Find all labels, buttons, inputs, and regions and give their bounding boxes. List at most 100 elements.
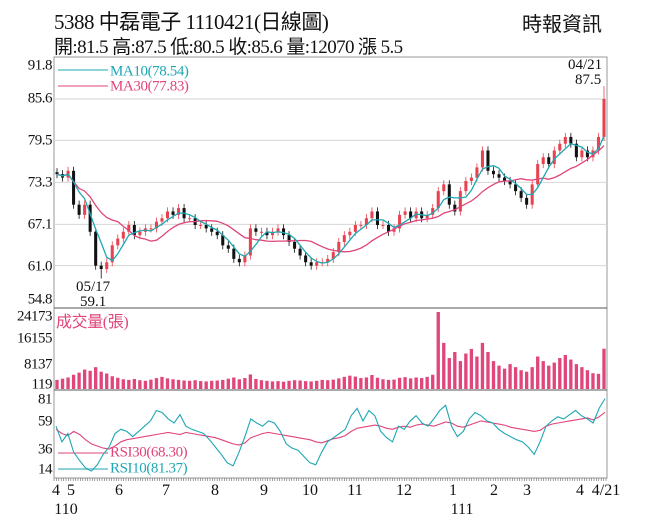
source-brand: 時報資訊 xyxy=(522,14,602,36)
price-tick: 79.5 xyxy=(27,132,53,149)
candle-body xyxy=(547,157,551,165)
volume-bar xyxy=(497,365,501,389)
candle-body xyxy=(536,164,540,185)
volume-bar xyxy=(392,379,396,389)
candle-body xyxy=(348,231,352,236)
legend-rsi30: RSI30(68.30) xyxy=(110,444,188,461)
candle-body xyxy=(480,150,484,168)
volume-bar xyxy=(270,381,275,389)
candle-body xyxy=(469,177,473,181)
volume-bar xyxy=(486,351,490,389)
candle-body xyxy=(519,191,523,198)
candle-body xyxy=(88,204,92,232)
candle-body xyxy=(276,228,280,232)
volume-bar xyxy=(60,378,65,389)
volume-bar xyxy=(375,377,380,389)
legend-rsi10: RSI10(81.37) xyxy=(110,460,188,477)
volume-bar xyxy=(82,369,87,389)
candle-body xyxy=(199,225,203,226)
candle-body xyxy=(370,211,374,219)
volume-bar xyxy=(580,367,584,389)
volume-bar xyxy=(442,342,446,389)
volume-bar xyxy=(204,381,208,389)
volume-bar xyxy=(453,351,457,389)
volume-bar xyxy=(237,379,241,389)
volume-bar xyxy=(458,361,463,389)
candle-body xyxy=(171,211,175,215)
candle-body xyxy=(602,99,606,137)
candle-body xyxy=(491,170,496,175)
volume-bar xyxy=(381,379,385,389)
volume-bar xyxy=(165,378,170,389)
candle-body xyxy=(442,184,446,192)
volume-bar xyxy=(326,380,330,389)
volume-bar xyxy=(602,348,606,389)
candle-body xyxy=(458,191,462,212)
volume-bar xyxy=(226,378,230,389)
x-tick: 5 xyxy=(67,482,75,499)
volume-bar xyxy=(431,374,435,389)
candle-body xyxy=(337,241,341,253)
volume-bar xyxy=(88,370,92,389)
candle-body xyxy=(375,211,379,225)
candle-body xyxy=(154,221,158,229)
candle-body xyxy=(287,235,291,242)
volume-bar xyxy=(519,370,523,389)
x-tick: 4 xyxy=(576,482,584,499)
volume-bar xyxy=(232,377,236,389)
volume-bar xyxy=(552,362,556,389)
legend-ma10: MA10(78.54) xyxy=(110,63,189,80)
candle-body xyxy=(259,231,263,233)
volume-bar xyxy=(215,380,219,389)
high-annotation-date: 04/21 xyxy=(568,57,603,73)
volume-bar xyxy=(342,376,346,389)
volume-bar xyxy=(127,379,131,389)
volume-bar xyxy=(502,368,507,389)
volume-bar xyxy=(94,367,98,389)
volume-bar xyxy=(138,380,142,389)
candle-body xyxy=(486,150,490,171)
candle-body xyxy=(127,225,131,232)
candle-body xyxy=(149,228,153,230)
candle-body xyxy=(132,225,136,236)
volume-bar xyxy=(315,380,319,389)
volume-bar xyxy=(116,377,120,389)
price-tick: 85.6 xyxy=(27,90,53,107)
volume-bar xyxy=(276,381,280,389)
candle-body xyxy=(165,211,170,219)
volume-bar xyxy=(198,381,203,389)
volume-bar xyxy=(71,374,76,389)
x-tick: 1 xyxy=(449,482,457,499)
candle-body xyxy=(563,136,567,144)
candle-body xyxy=(116,238,120,246)
volume-tick: 24173 xyxy=(17,308,53,325)
candle-body xyxy=(315,262,319,266)
plot-frame xyxy=(53,56,608,479)
price-tick: 91.8 xyxy=(27,57,53,74)
volume-bar xyxy=(591,373,595,389)
volume-bar xyxy=(259,380,264,389)
volume-bar xyxy=(513,367,518,389)
volume-bar xyxy=(110,376,114,389)
volume-bar xyxy=(541,361,545,389)
volume-bar xyxy=(397,377,402,389)
volume-bar xyxy=(348,375,352,389)
candle-body xyxy=(353,225,357,232)
volume-bar xyxy=(292,380,297,389)
candle-body xyxy=(392,228,396,232)
price-tick: 73.3 xyxy=(27,174,53,191)
volume-bar xyxy=(149,379,153,389)
candle-body xyxy=(232,248,236,259)
volume-bar xyxy=(491,361,496,389)
volume-bar xyxy=(530,367,534,389)
volume-bar xyxy=(281,381,286,389)
high-annotation-value: 87.5 xyxy=(575,72,602,88)
volume-bar xyxy=(469,348,474,389)
price-tick: 54.8 xyxy=(27,291,53,308)
candle-body xyxy=(326,258,330,263)
candle-body xyxy=(221,235,225,246)
volume-bar xyxy=(287,380,291,389)
volume-bar xyxy=(66,377,70,389)
